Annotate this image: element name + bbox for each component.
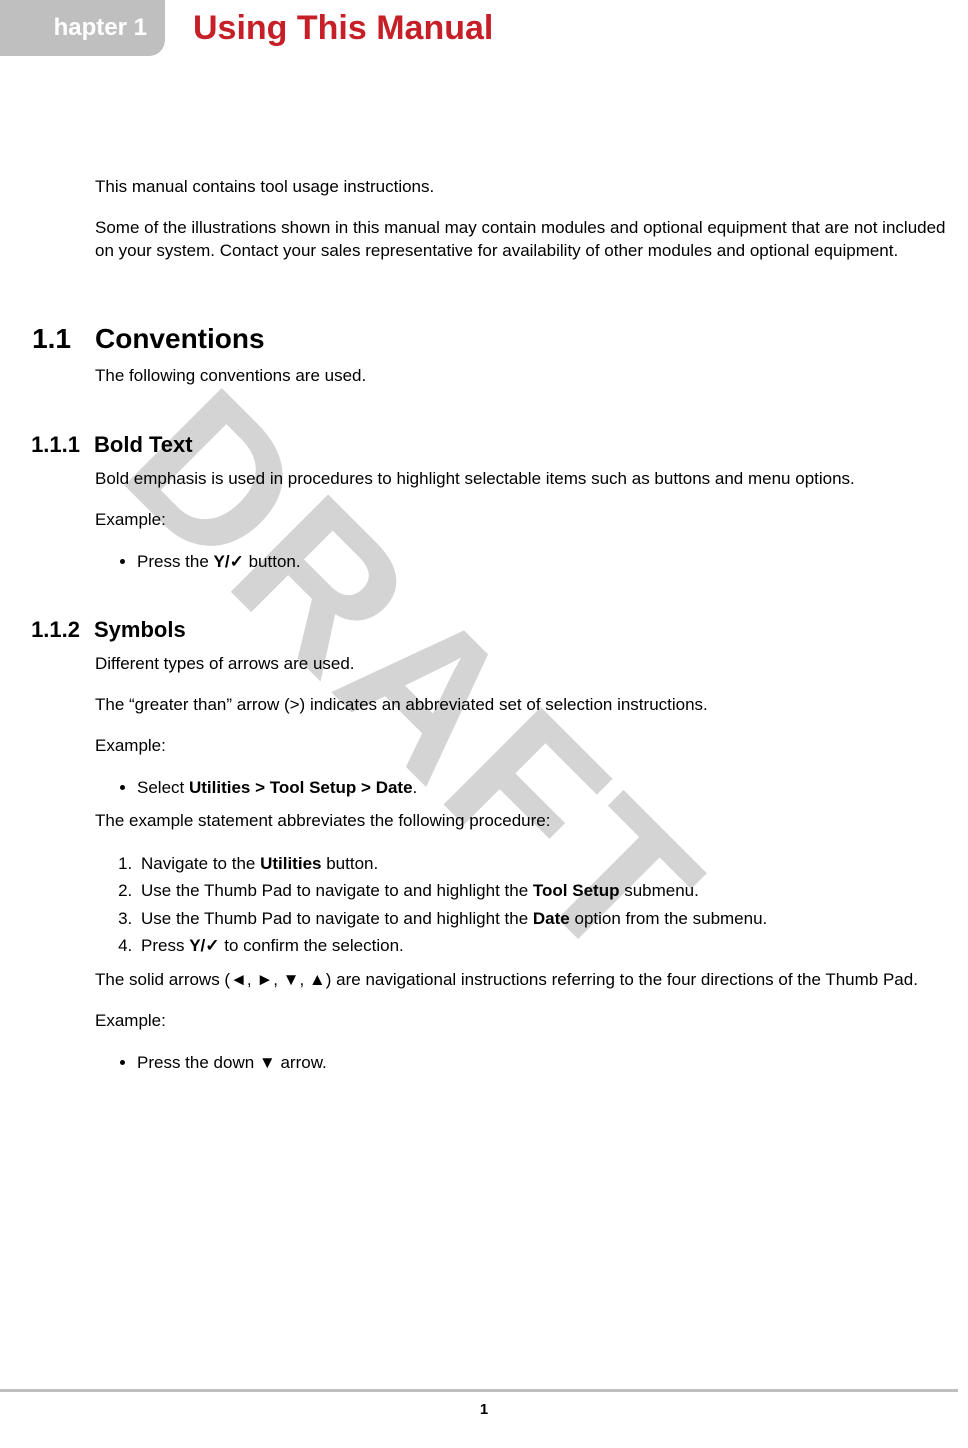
section-1-1-2-bullet2: Press the down ▼ arrow. [137,1051,958,1075]
section-1-1-2-heading: 1.1.2 Symbols [95,617,958,643]
chapter-title: Using This Manual [193,9,493,48]
section-1-1-2-p1: Different types of arrows are used. [95,653,958,676]
section-1-1-1-example-label: Example: [95,509,958,532]
bullet1-pre: Select [137,778,189,797]
section-1-1-2-example-label-1: Example: [95,735,958,758]
section-1-1-2-bullets-1: Select Utilities > Tool Setup > Date. [95,776,958,800]
step-4: Press Y/✓ to confirm the selection. [137,933,958,959]
chapter-tab: hapter 1 [0,0,165,56]
section-1-1-2-steps: Navigate to the Utilities button. Use th… [95,851,958,959]
step-2: Use the Thumb Pad to navigate to and hig… [137,878,958,904]
down-arrow-icon: ▼ [259,1053,276,1072]
step2-pre: Use the Thumb Pad to navigate to and hig… [141,881,533,900]
intro-p1: This manual contains tool usage instruct… [95,176,958,199]
solid-arrows-post: ) are navigational instructions referrin… [326,970,918,989]
bullet1-bold: Utilities > Tool Setup > Date [189,778,413,797]
section-1-1-2-bullets-2: Press the down ▼ arrow. [95,1051,958,1075]
section-1-1-1-bullet: Press the Y/✓ button. [137,550,958,574]
step2-bold: Tool Setup [533,881,620,900]
section-1-1-2-example-label-2: Example: [95,1010,958,1033]
step3-bold: Date [533,909,570,928]
bullet-text-bold: Y/✓ [214,552,244,571]
step3-post: option from the submenu. [570,909,768,928]
section-1-1-1-num: 1.1.1 [0,432,80,458]
chapter-header: hapter 1 Using This Manual [0,0,968,56]
bullet2-pre: Press the down [137,1053,259,1072]
section-1-1-2-bullet1: Select Utilities > Tool Setup > Date. [137,776,958,800]
section-1-1-1-title: Bold Text [94,432,193,458]
bullet2-post: arrow. [276,1053,327,1072]
section-1-1-1-p1: Bold emphasis is used in procedures to h… [95,468,958,491]
intro-p2: Some of the illustrations shown in this … [95,217,958,263]
section-1-1-2-abbrev-intro: The example statement abbreviates the fo… [95,810,958,833]
solid-arrows-glyphs: ◄, ►, ▼, ▲ [230,970,326,989]
section-1-1-2-title: Symbols [94,617,186,643]
section-1-1-1-bullets: Press the Y/✓ button. [95,550,958,574]
solid-arrows-pre: The solid arrows ( [95,970,230,989]
bullet-text-pre: Press the [137,552,214,571]
section-1-1-1-heading: 1.1.1 Bold Text [95,432,958,458]
step1-bold: Utilities [260,854,321,873]
step1-pre: Navigate to the [141,854,260,873]
section-1-1-title: Conventions [95,323,265,355]
step-1: Navigate to the Utilities button. [137,851,958,877]
step-3: Use the Thumb Pad to navigate to and hig… [137,906,958,932]
step1-post: button. [321,854,378,873]
section-1-1-heading: 1.1 Conventions [95,323,958,355]
section-1-1-2-num: 1.1.2 [0,617,80,643]
solid-arrows-paragraph: The solid arrows (◄, ►, ▼, ▲) are naviga… [95,969,958,992]
step3-pre: Use the Thumb Pad to navigate to and hig… [141,909,533,928]
section-1-1-num: 1.1 [17,323,71,355]
step4-bold: Y/✓ [189,936,219,955]
section-1-1-intro: The following conventions are used. [95,365,958,388]
page-number: 1 [0,1401,968,1418]
step4-post: to confirm the selection. [220,936,404,955]
section-1-1-2-p2: The “greater than” arrow (>) indicates a… [95,694,958,717]
step4-pre: Press [141,936,189,955]
chapter-label: hapter 1 [54,14,147,42]
bullet1-post: . [413,778,418,797]
footer-divider [0,1389,958,1392]
bullet-text-post: button. [244,552,301,571]
step2-post: submenu. [619,881,698,900]
